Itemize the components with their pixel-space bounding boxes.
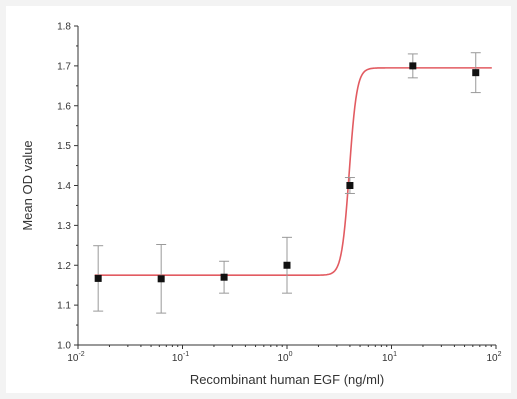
data-point: [409, 62, 417, 70]
y-tick-label: 1.3: [57, 221, 71, 232]
data-point: [283, 261, 291, 269]
x-axis-title: Recombinant human EGF (ng/ml): [190, 372, 384, 387]
data-point: [157, 275, 165, 283]
fit-curve: [94, 67, 492, 277]
chart-card: 1.0 1.1 1.2 1.3 1.4 1.5 1.6 1.7 1.8 10-2 10-1 100 10…: [6, 6, 511, 393]
y-tick-label: 1.5: [57, 141, 71, 152]
data-point: [472, 69, 480, 77]
x-tick-label: 101: [382, 351, 397, 364]
dose-response-chart: 1.0 1.1 1.2 1.3 1.4 1.5 1.6 1.7 1.8 10-2 10-1 100 10…: [20, 22, 502, 388]
data-points: [94, 62, 480, 283]
data-point: [94, 274, 102, 282]
x-tick-label: 102: [486, 351, 501, 364]
y-tick-label: 1.7: [57, 61, 71, 72]
y-tick-label: 1.6: [57, 101, 71, 112]
data-point: [346, 182, 354, 189]
fit-curve-layer: [94, 67, 492, 277]
x-tick-label: 100: [277, 351, 292, 364]
y-tick-label: 1.0: [57, 341, 71, 352]
tick-marks: [74, 25, 497, 349]
x-tick-label: 10-2: [67, 351, 84, 364]
y-tick-label: 1.8: [57, 22, 71, 33]
error-bars: [93, 52, 481, 314]
y-tick-label: 1.4: [57, 181, 71, 192]
data-point: [220, 273, 228, 281]
y-tick-label: 1.1: [57, 301, 71, 312]
tick-labels: 1.0 1.1 1.2 1.3 1.4 1.5 1.6 1.7 1.8 10-2 10-1 100 10…: [57, 22, 502, 365]
x-tick-label: 10-1: [172, 351, 189, 364]
y-axis-title: Mean OD value: [20, 140, 35, 230]
y-tick-label: 1.2: [57, 261, 71, 272]
axes: [77, 26, 496, 346]
